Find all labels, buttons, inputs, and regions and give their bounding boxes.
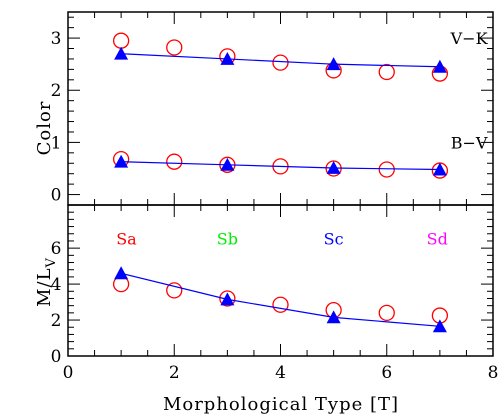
bottom-ylabel-main: M/L (34, 267, 55, 306)
bottom-ylabel: M/LV (34, 257, 59, 307)
bottom-ylabel-sub: V (44, 257, 59, 268)
data-point-circle (378, 63, 395, 81)
data-point-triangle (220, 51, 235, 65)
annotation-label: Sc (324, 229, 344, 248)
data-point-triangle (326, 160, 341, 174)
bottom-panel: 0 2 4 6 8 0 2 4 6 Sa Sb Sc Sd (51, 204, 499, 383)
data-point-circle (378, 161, 395, 178)
x-tick-label: 4 (275, 363, 286, 383)
top-ylabel: Color (34, 101, 55, 156)
y-tick-label: 2 (51, 81, 62, 101)
data-point-triangle (326, 57, 341, 71)
y-tick-label: 3 (51, 29, 62, 49)
x-axis-title: Morphological Type [T] (163, 394, 399, 415)
top-panel: 0 1 2 3 V−K B−V (51, 11, 494, 206)
data-point-triangle (326, 310, 341, 324)
x-tick-label: 8 (488, 363, 499, 383)
y-tick-label: 2 (51, 311, 62, 331)
data-point-circle (166, 39, 183, 56)
data-point-triangle (432, 319, 447, 333)
panel-frame-top (67, 11, 494, 206)
data-point-triangle (432, 59, 447, 73)
x-tick-label: 6 (381, 363, 392, 383)
y-tick-label: 1 (51, 133, 62, 153)
x-tick-label: 2 (169, 363, 180, 383)
data-point-circle (166, 153, 183, 170)
panel-frame-bottom (67, 204, 494, 357)
data-point-circle (272, 54, 289, 71)
data-point-circle (219, 290, 236, 307)
series-line (120, 272, 440, 327)
data-point-circle (166, 282, 183, 299)
data-point-triangle (114, 46, 129, 60)
data-point-circle (378, 304, 395, 322)
annotation-label: Sa (116, 229, 137, 248)
data-point-triangle (114, 266, 129, 280)
data-point-triangle (220, 292, 235, 306)
data-point-triangle (432, 162, 447, 176)
annotation-label: V−K (450, 29, 489, 48)
series-line (121, 53, 440, 68)
annotation-label: Sb (217, 229, 238, 248)
annotation-label: Sd (427, 229, 448, 248)
y-tick-label: 0 (51, 347, 62, 367)
data-point-circle (112, 32, 130, 49)
annotation-label: B−V (451, 133, 488, 152)
y-tick-label: 6 (51, 239, 62, 259)
data-point-circle (272, 296, 289, 313)
x-tick-label: 0 (63, 363, 74, 383)
y-tick-label: 0 (51, 186, 62, 206)
y-tick-label: 4 (51, 275, 62, 295)
series-line (121, 161, 440, 171)
data-point-triangle (114, 154, 129, 168)
data-point-triangle (220, 157, 235, 171)
